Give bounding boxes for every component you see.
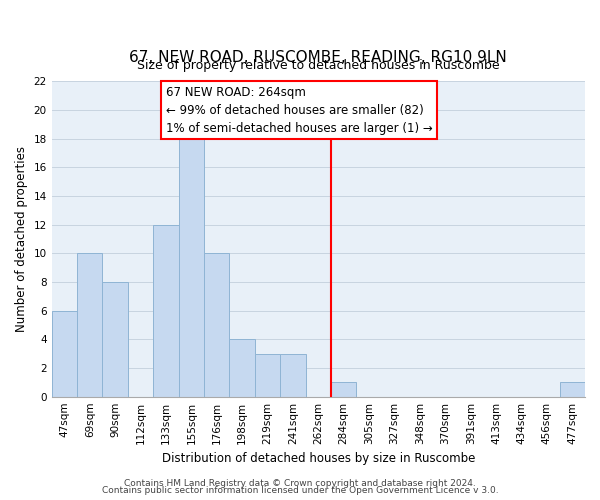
Bar bbox=[52, 310, 77, 396]
Bar bbox=[560, 382, 585, 396]
Bar bbox=[153, 224, 179, 396]
Bar bbox=[204, 254, 229, 396]
Bar bbox=[179, 139, 204, 396]
Bar bbox=[229, 340, 255, 396]
Text: 67 NEW ROAD: 264sqm
← 99% of detached houses are smaller (82)
1% of semi-detache: 67 NEW ROAD: 264sqm ← 99% of detached ho… bbox=[166, 86, 433, 134]
Text: Contains public sector information licensed under the Open Government Licence v : Contains public sector information licen… bbox=[101, 486, 499, 495]
Title: 67, NEW ROAD, RUSCOMBE, READING, RG10 9LN: 67, NEW ROAD, RUSCOMBE, READING, RG10 9L… bbox=[130, 50, 507, 65]
Bar bbox=[255, 354, 280, 397]
Text: Size of property relative to detached houses in Ruscombe: Size of property relative to detached ho… bbox=[137, 59, 500, 72]
X-axis label: Distribution of detached houses by size in Ruscombe: Distribution of detached houses by size … bbox=[161, 452, 475, 465]
Bar bbox=[280, 354, 305, 397]
Bar bbox=[77, 254, 103, 396]
Bar bbox=[103, 282, 128, 397]
Y-axis label: Number of detached properties: Number of detached properties bbox=[15, 146, 28, 332]
Bar bbox=[331, 382, 356, 396]
Text: Contains HM Land Registry data © Crown copyright and database right 2024.: Contains HM Land Registry data © Crown c… bbox=[124, 478, 476, 488]
